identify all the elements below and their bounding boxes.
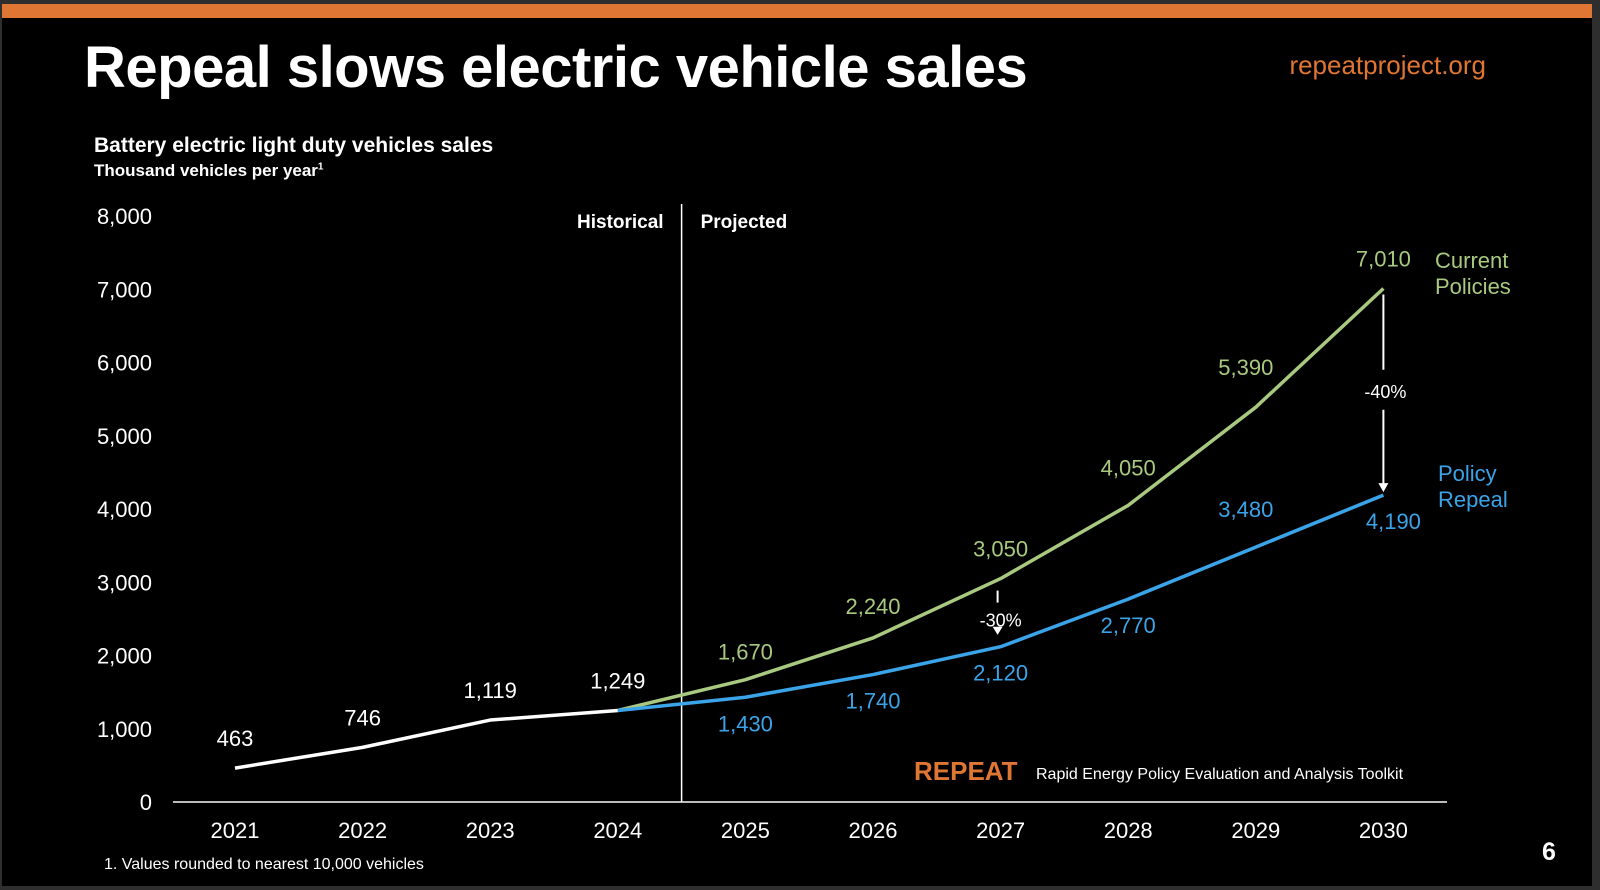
data-label-current: 1,670	[718, 640, 773, 665]
y-tick-label: 5,000	[97, 424, 152, 449]
slide-title: Repeal slows electric vehicle sales	[84, 35, 1028, 100]
legend-line: Repeal	[1438, 487, 1508, 512]
y-tick-label: 1,000	[97, 717, 152, 742]
x-tick-label: 2026	[849, 818, 898, 843]
y-tick-label: 4,000	[97, 497, 152, 522]
data-label-repeal: 2,120	[973, 661, 1028, 686]
chart-title: Battery electric light duty vehicles sal…	[94, 134, 494, 157]
series-line-historical	[234, 708, 618, 770]
arrow-head-icon	[992, 626, 1003, 635]
projected-label: Projected	[701, 212, 788, 233]
x-tick-label: 2025	[721, 818, 770, 843]
data-label-historical: 1,119	[463, 678, 516, 703]
y-tick-label: 2,000	[97, 644, 152, 669]
x-tick-label: 2029	[1231, 818, 1280, 843]
y-tick-label: 8,000	[97, 204, 152, 229]
x-tick-label: 2024	[593, 818, 642, 843]
data-label-current: 4,050	[1101, 455, 1156, 480]
arrow-head-icon	[1378, 483, 1389, 493]
data-label-repeal: 3,480	[1218, 497, 1273, 522]
data-label-repeal: 2,770	[1101, 613, 1156, 638]
data-label-historical: 746	[344, 705, 381, 730]
site-link[interactable]: repeatproject.org	[1289, 50, 1486, 80]
data-label-repeal: 4,190	[1366, 509, 1421, 534]
legend-line: Current	[1435, 248, 1508, 273]
x-tick-label: 2022	[338, 818, 387, 843]
y-tick-label: 0	[140, 790, 152, 815]
chart-unit: Thousand vehicles per year1	[94, 161, 323, 181]
footnote: 1. Values rounded to nearest 10,000 vehi…	[104, 856, 424, 873]
y-tick-label: 3,000	[97, 570, 152, 595]
historical-label: Historical	[577, 212, 664, 233]
legend-current-policies: Current Policies	[1435, 248, 1511, 299]
data-label-historical: 1,249	[590, 669, 645, 694]
x-tick-label: 2027	[976, 818, 1025, 843]
brand-logo: REPEAT	[914, 756, 1018, 786]
x-tick-label: 2030	[1359, 818, 1408, 843]
data-label-current: 5,390	[1218, 355, 1273, 380]
y-tick-label: 7,000	[97, 277, 152, 302]
y-tick-label: 6,000	[97, 351, 152, 376]
legend-policy-repeal: Policy Repeal	[1438, 461, 1508, 512]
series-line-current	[617, 287, 1385, 713]
data-label-current: 7,010	[1356, 247, 1411, 272]
x-tick-label: 2023	[466, 818, 515, 843]
data-label-historical: 463	[217, 726, 254, 751]
x-tick-label: 2028	[1104, 818, 1153, 843]
brand-subtitle: Rapid Energy Policy Evaluation and Analy…	[1036, 766, 1404, 783]
gap-annotation: -40%	[1364, 382, 1406, 402]
x-tick-label: 2021	[211, 818, 260, 843]
data-label-current: 3,050	[973, 537, 1028, 562]
data-label-repeal: 1,430	[718, 711, 773, 736]
series-line-repeal	[617, 493, 1385, 713]
data-label-current: 2,240	[845, 594, 900, 619]
data-label-repeal: 1,740	[845, 689, 900, 714]
unit-text: Thousand vehicles per year	[94, 161, 318, 180]
gap-annotation: -30%	[980, 611, 1022, 631]
legend-line: Policy	[1438, 461, 1497, 486]
legend-line: Policies	[1435, 274, 1511, 299]
top-accent-bar	[2, 4, 1592, 18]
page-number: 6	[1542, 838, 1556, 866]
slide: Repeal slows electric vehicle sales repe…	[2, 4, 1592, 886]
footnote-mark: 1	[317, 161, 324, 173]
